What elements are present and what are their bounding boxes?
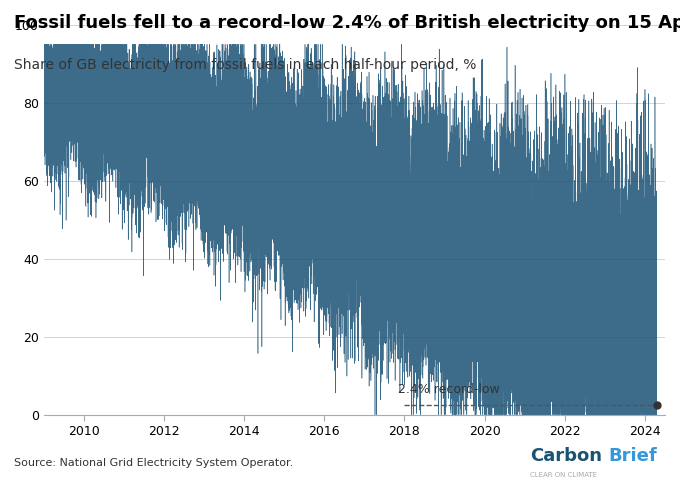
Text: 2.4% record-low: 2.4% record-low (398, 383, 500, 396)
Text: Brief: Brief (609, 447, 658, 465)
Text: CLEAR ON CLIMATE: CLEAR ON CLIMATE (530, 472, 598, 478)
Text: Fossil fuels fell to a record-low 2.4% of British electricity on 15 April 2024: Fossil fuels fell to a record-low 2.4% o… (14, 14, 680, 32)
Text: Share of GB electricity from fossil fuels in each half-hour period, %: Share of GB electricity from fossil fuel… (14, 58, 476, 72)
Text: Carbon: Carbon (530, 447, 602, 465)
Text: Source: National Grid Electricity System Operator.: Source: National Grid Electricity System… (14, 457, 293, 468)
